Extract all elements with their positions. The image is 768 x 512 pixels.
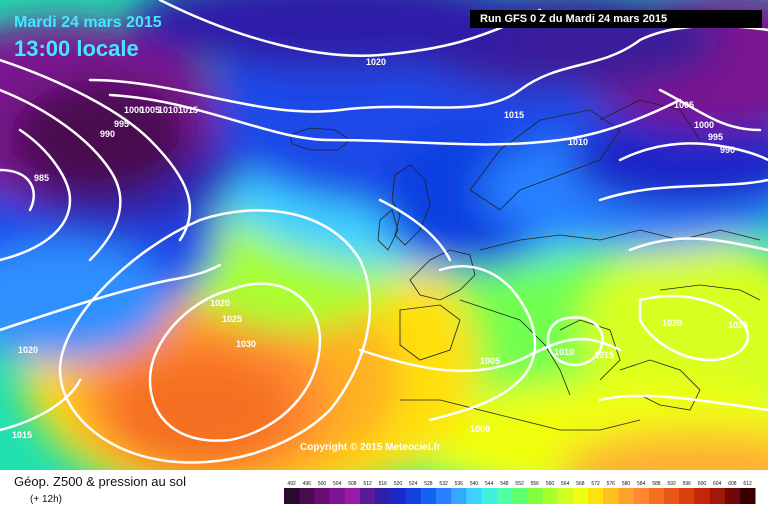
color-scale-swatch <box>557 488 574 504</box>
color-scale-tick: 612 <box>743 481 752 487</box>
color-scale-swatch <box>299 488 315 504</box>
color-scale-tick: 584 <box>637 481 646 487</box>
color-scale-tick: 568 <box>576 481 585 487</box>
color-scale-tick: 544 <box>485 481 494 487</box>
color-scale-tick: 580 <box>622 481 631 487</box>
color-scale-tick: 600 <box>698 481 707 487</box>
isobar-label: 1010 <box>158 105 178 115</box>
color-scale-tick: 536 <box>455 481 464 487</box>
isobar-label: 1005 <box>140 105 160 115</box>
color-scale-swatch <box>451 488 467 504</box>
run-info-text: Run GFS 0 Z du Mardi 24 mars 2015 <box>480 13 668 25</box>
color-scale-tick: 592 <box>667 481 676 487</box>
isobar-label: 990 <box>100 129 115 139</box>
isobar-label: 995 <box>708 132 723 142</box>
isobar-label: 1010 <box>568 137 588 147</box>
forecast-time: 13:00 locale <box>14 36 139 61</box>
color-scale-tick: 572 <box>591 481 600 487</box>
color-scale-swatch <box>512 488 528 504</box>
isobar-label: 1015 <box>504 110 524 120</box>
color-scale-swatch <box>466 488 482 504</box>
isobar-label: 1010 <box>554 347 574 357</box>
color-scale-swatch <box>405 488 422 504</box>
color-scale-tick: 604 <box>713 481 722 487</box>
color-scale-swatch <box>740 488 756 504</box>
color-scale-swatch <box>679 488 695 504</box>
color-scale-swatch <box>542 488 558 504</box>
isobar-labels: 1020 1015 1000 1005 1010 1015 995 990 98… <box>12 57 748 440</box>
color-scale-tick: 504 <box>333 481 342 487</box>
isobar-label: 1020 <box>210 298 230 308</box>
isobar-label: 1020 <box>366 57 386 67</box>
color-scale-tick: 588 <box>652 481 661 487</box>
color-scale-tick: 560 <box>546 481 555 487</box>
color-scale-swatch <box>360 488 376 504</box>
color-scale-swatch <box>709 488 726 504</box>
color-scale-tick: 540 <box>470 481 479 487</box>
color-scale-tick: 516 <box>379 481 388 487</box>
isobar-label: 1025 <box>222 314 242 324</box>
color-scale-tick: 512 <box>363 481 372 487</box>
color-scale-tick: 564 <box>561 481 570 487</box>
isobar-label: 1020 <box>18 345 38 355</box>
color-scale-swatch <box>694 488 710 504</box>
forecast-date: Mardi 24 mars 2015 <box>14 14 162 31</box>
color-scale-tick: 500 <box>318 481 327 487</box>
color-scale-swatch <box>344 488 361 504</box>
isobar-label: 1015 <box>12 430 32 440</box>
color-scale-tick: 496 <box>303 481 312 487</box>
color-scale-swatch <box>420 488 437 504</box>
color-scale-tick: 532 <box>439 481 448 487</box>
color-scale-tick: 552 <box>515 481 524 487</box>
isobar-label: 985 <box>34 173 49 183</box>
color-scale-swatch <box>633 488 650 504</box>
color-scale-tick: 608 <box>728 481 737 487</box>
isobar-label: 1030 <box>236 339 256 349</box>
geopotential-map: 1020 1015 1000 1005 1010 1015 995 990 98… <box>0 0 768 470</box>
color-scale-swatch <box>648 488 665 504</box>
chart-title: Géop. Z500 & pression au sol <box>14 474 186 489</box>
color-scale-tick: 548 <box>500 481 509 487</box>
isobar-label: 995 <box>114 119 129 129</box>
color-scale-tick: 576 <box>607 481 616 487</box>
color-scale-swatch <box>390 488 406 504</box>
color-scale-swatch <box>572 488 589 504</box>
color-scale-swatch <box>724 488 741 504</box>
color-scale-swatch <box>436 488 452 504</box>
color-scale-swatch <box>664 488 680 504</box>
color-scale-swatch <box>527 488 543 504</box>
isobar-label: 990 <box>720 145 735 155</box>
color-scale-tick: 520 <box>394 481 403 487</box>
isobar-label: 1005 <box>480 356 500 366</box>
color-scale-swatch <box>603 488 619 504</box>
run-info: Run GFS 0 Z du Mardi 24 mars 2015 <box>470 10 762 28</box>
color-scale-legend: 492 496 500 504 508 512 516 520 524 528 532 536 540 5… <box>284 481 756 504</box>
color-scale-tick: 508 <box>348 481 357 487</box>
isobar-label: 1000 <box>694 120 714 130</box>
color-scale-tick: 492 <box>287 481 296 487</box>
color-scale-swatch <box>375 488 391 504</box>
color-scale-tick: 556 <box>531 481 540 487</box>
isobar-label: 1000 <box>470 424 490 434</box>
color-scale-tick: 524 <box>409 481 418 487</box>
color-scale-tick: 528 <box>424 481 433 487</box>
color-scale-tick: 596 <box>683 481 692 487</box>
isobar-label: 1005 <box>674 100 694 110</box>
color-scale-swatch <box>284 488 300 504</box>
color-scale-swatch <box>618 488 634 504</box>
isobar-label: 1020 <box>662 318 682 328</box>
isobar-label: 1025 <box>728 320 748 330</box>
color-scale-swatch <box>314 488 330 504</box>
color-scale-swatch <box>588 488 604 504</box>
forecast-offset: (+ 12h) <box>30 494 62 505</box>
copyright-notice: Copyright © 2015 Meteociel.fr <box>300 442 441 453</box>
isobar-label: 1015 <box>594 350 614 360</box>
color-scale-swatch <box>496 488 513 504</box>
color-scale-swatch <box>481 488 498 504</box>
isobar-label: 1000 <box>124 105 144 115</box>
color-scale-swatch <box>329 488 346 504</box>
isobar-label: 1015 <box>178 105 198 115</box>
